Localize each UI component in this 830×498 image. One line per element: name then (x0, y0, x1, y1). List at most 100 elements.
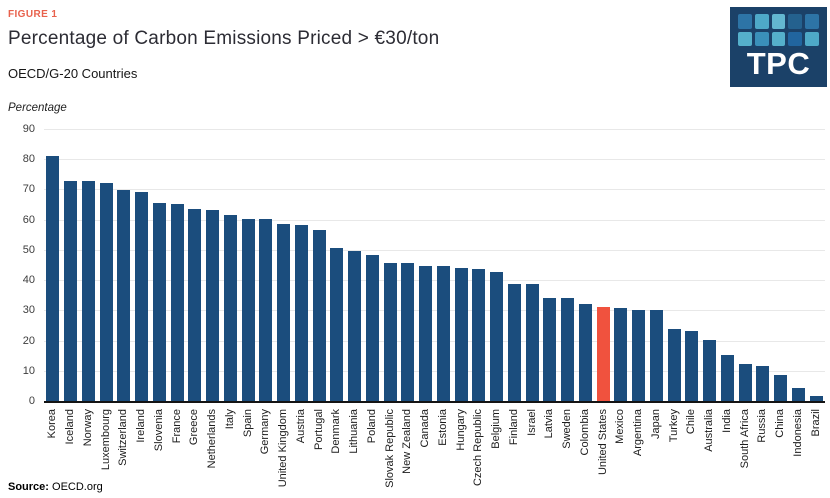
x-label-slot: Switzerland (115, 402, 133, 492)
bar-slot (630, 130, 648, 402)
x-label-slot: Estonia (435, 402, 453, 492)
y-tick-label: 80 (22, 153, 35, 166)
x-label-slot: Germany (257, 402, 275, 492)
x-axis-label: Slovenia (152, 409, 165, 452)
bar-slot (807, 130, 825, 402)
y-tick-label: 0 (28, 395, 35, 407)
bar-slovenia (152, 202, 166, 402)
bar-canada (419, 266, 432, 402)
logo-square (738, 14, 752, 29)
tpc-logo: TPC (730, 7, 827, 87)
x-axis-label: Israel (525, 409, 538, 436)
bar-spain (241, 219, 255, 402)
bar-south-africa (738, 364, 752, 402)
bar-slot (364, 130, 382, 402)
x-axis-label: Korea (46, 409, 59, 439)
bar-turkey (667, 329, 681, 402)
x-label-slot: Russia (754, 402, 772, 492)
y-axis-unit-label: Percentage (8, 102, 67, 114)
x-label-slot: Greece (186, 402, 204, 492)
x-label-slot: Brazil (807, 402, 825, 492)
y-tick-label: 10 (22, 364, 35, 377)
logo-squares-grid (738, 14, 819, 47)
bar-iceland (64, 181, 77, 402)
gridline (44, 370, 825, 372)
gridline (44, 189, 825, 191)
x-axis-label: Hungary (454, 409, 467, 451)
gridline (44, 340, 825, 342)
bar-slot (435, 130, 453, 402)
bar-denmark (330, 247, 344, 402)
logo-square (788, 14, 803, 29)
x-axis-label: Poland (365, 409, 378, 444)
bar-australia (703, 340, 716, 402)
gridline (44, 159, 825, 161)
bar-slot (168, 130, 186, 402)
bar-slot (399, 130, 417, 402)
bar-switzerland (117, 190, 131, 402)
x-axis-label: Estonia (436, 409, 449, 446)
bar-slot (115, 130, 133, 402)
bar-slot (275, 130, 293, 402)
y-tick-label: 20 (22, 334, 35, 347)
logo-square (805, 14, 819, 29)
header-text: FIGURE 1 Percentage of Carbon Emissions … (8, 7, 439, 81)
x-label-slot: Netherlands (204, 402, 222, 492)
x-axis-label: Italy (223, 409, 236, 430)
logo-square (788, 31, 803, 47)
x-axis-label: Japan (649, 409, 662, 439)
x-label-slot: Austria (293, 402, 311, 492)
x-label-slot: Norway (80, 402, 98, 492)
bar-india (720, 355, 734, 402)
x-axis-label: India (720, 409, 733, 433)
bar-colombia (578, 303, 592, 402)
page-title: Percentage of Carbon Emissions Priced > … (8, 28, 440, 49)
x-label-slot: Ireland (133, 402, 151, 492)
bar-slot (293, 130, 311, 402)
x-axis-label: Argentina (632, 409, 645, 457)
bar-slot (470, 130, 488, 402)
x-label-slot: Colombia (577, 402, 595, 492)
x-label-slot: Iceland (62, 402, 80, 492)
gridline (44, 280, 825, 282)
x-axis-label: Iceland (64, 409, 77, 445)
bar-israel (525, 284, 539, 402)
x-axis-labels: Korea Iceland Norway Luxembourg Switzerland I… (44, 402, 825, 492)
x-axis-line (44, 401, 825, 403)
bar-china (774, 374, 787, 402)
gridline (44, 129, 825, 130)
bar-ireland (135, 191, 148, 402)
x-axis-label: Czech Republic (472, 409, 485, 487)
x-axis-label: Indonesia (791, 409, 804, 457)
x-label-slot: Luxembourg (97, 402, 115, 492)
x-label-slot: Belgium (488, 402, 506, 492)
bar-germany (259, 219, 273, 402)
bar-slot (594, 130, 612, 402)
bar-slot (62, 130, 80, 402)
bar-united-kingdom (277, 223, 290, 402)
x-axis-label: Finland (507, 409, 520, 446)
bar-slot (417, 130, 435, 402)
bar-slot (719, 130, 737, 402)
x-axis-label: Brazil (809, 409, 822, 437)
bar-italy (223, 214, 237, 402)
x-label-slot: Turkey (665, 402, 683, 492)
bar-latvia (543, 297, 557, 402)
x-axis-label: Australia (703, 409, 716, 452)
x-axis-label: Greece (188, 409, 201, 446)
x-axis-label: Canada (419, 409, 432, 448)
x-axis-label: Chile (685, 409, 698, 435)
x-axis-label: Denmark (330, 409, 343, 454)
bar-slot (577, 130, 595, 402)
logo-square (754, 31, 769, 47)
x-label-slot: Czech Republic (470, 402, 488, 492)
y-tick-label: 70 (22, 183, 35, 196)
x-axis-label: New Zealand (401, 409, 414, 474)
x-label-slot: China (772, 402, 790, 492)
x-label-slot: Sweden (559, 402, 577, 492)
x-axis-label: Latvia (543, 409, 556, 439)
x-axis-label: Germany (259, 409, 272, 455)
bar-austria (294, 225, 308, 402)
x-axis-label: United States (596, 409, 609, 476)
x-label-slot: Australia (701, 402, 719, 492)
